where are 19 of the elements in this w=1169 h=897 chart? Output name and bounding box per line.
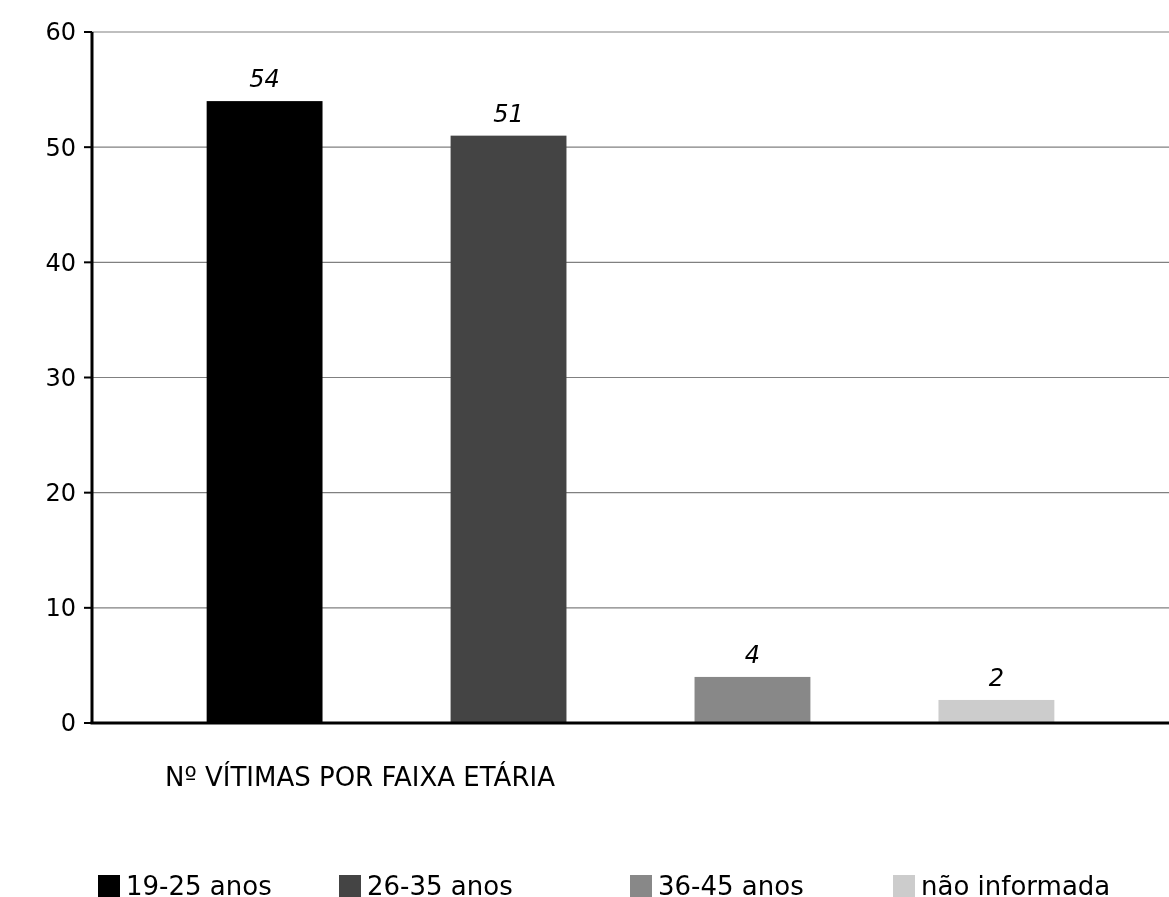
y-tick-label: 60 <box>45 18 76 47</box>
legend-label: 19-25 anos <box>126 871 272 897</box>
legend-label: 26-35 anos <box>367 871 513 897</box>
y-tick-label: 0 <box>60 709 76 738</box>
data-label: 4 <box>744 640 761 669</box>
x-axis-title: Nº VÍTIMAS POR FAIXA ETÁRIA <box>165 761 556 792</box>
y-tick-label: 20 <box>45 479 76 508</box>
data-label: 2 <box>988 663 1005 692</box>
bar <box>938 699 1055 723</box>
y-tick-label: 40 <box>45 248 76 277</box>
data-label: 51 <box>493 99 524 128</box>
legend-label: 36-45 anos <box>658 871 804 897</box>
data-label: 54 <box>249 65 280 94</box>
y-tick-label: 50 <box>45 133 76 162</box>
y-tick-label: 30 <box>45 363 76 392</box>
bar <box>694 676 811 723</box>
y-tick-label: 10 <box>45 594 76 623</box>
bar <box>450 135 567 723</box>
legend-label: não informada <box>921 871 1111 897</box>
